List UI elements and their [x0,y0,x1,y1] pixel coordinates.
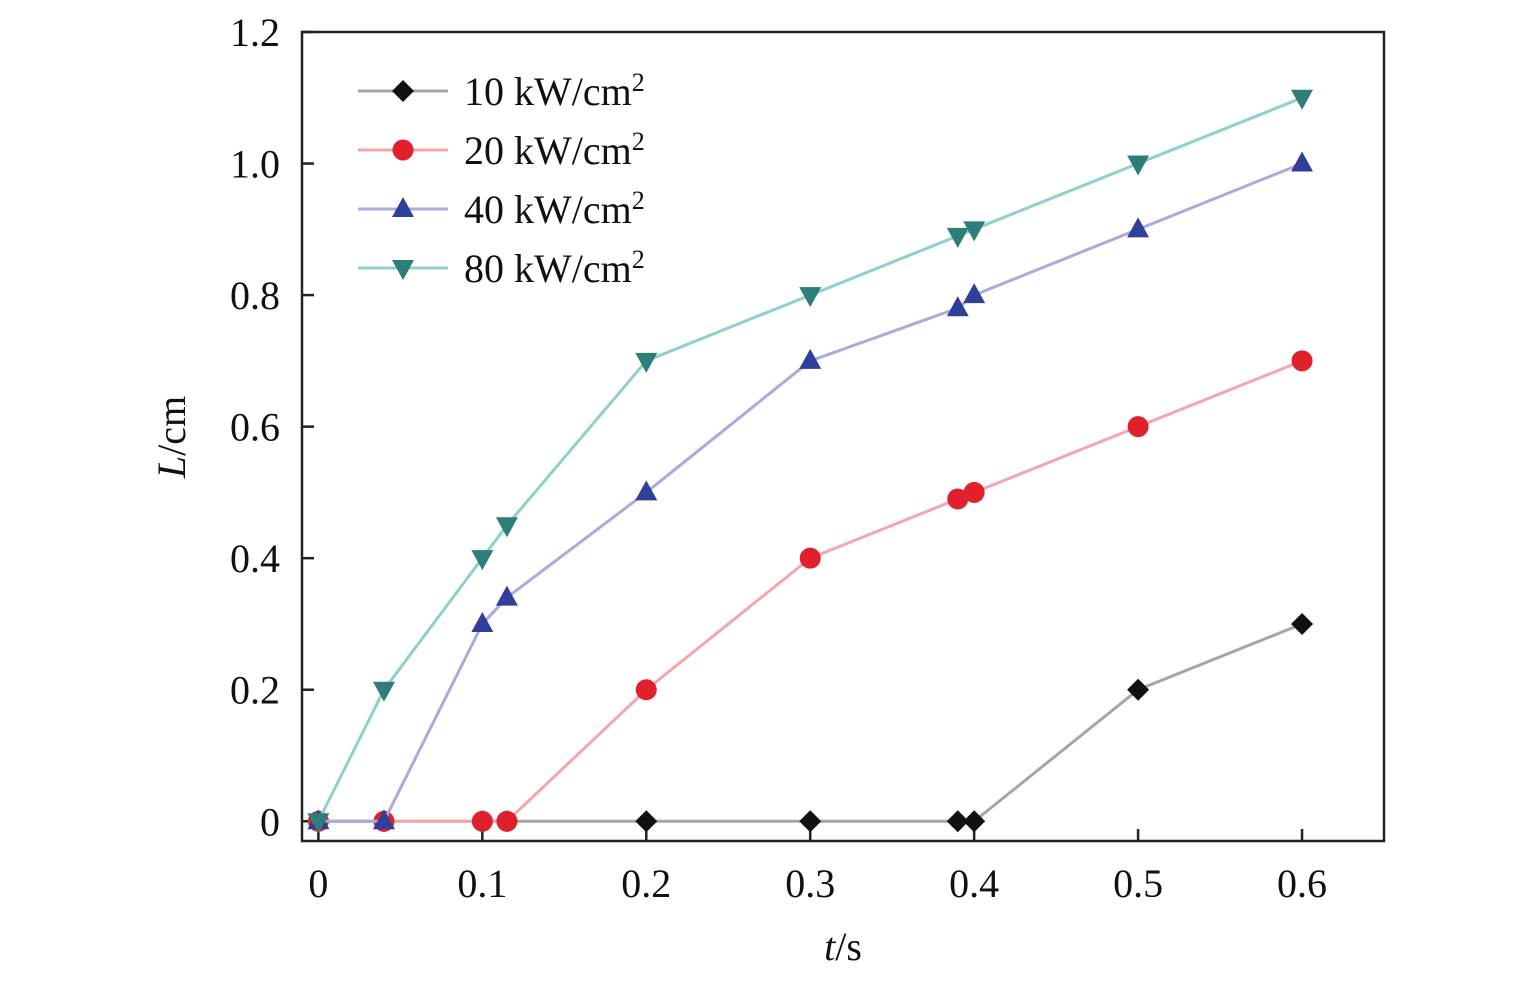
data-point [471,550,494,571]
data-point [471,810,493,832]
data-point [799,810,822,833]
series-line [318,359,1303,823]
series-line [317,96,1303,822]
legend-label-sup: 2 [632,245,645,274]
legend-label-main: 20 kW/cm [464,128,632,173]
y-tick-label: 0.4 [230,536,280,581]
legend-label-main: 10 kW/cm [464,69,632,114]
series-layer [307,89,1314,834]
y-axis-ticks: 0 0.2 0.4 0.6 0.8 1.0 1.2 [230,10,314,844]
data-point [963,283,986,304]
legend-label: 10 kW/cm2 [464,68,645,114]
data-point [635,810,658,833]
legend-marker [392,197,414,217]
data-point [1291,89,1314,110]
y-tick-label: 1.0 [230,142,280,187]
legend-label-main: 40 kW/cm [464,187,632,232]
data-point [946,227,969,248]
data-point [946,296,969,317]
data-point [471,611,494,632]
legend-marker [392,139,414,161]
data-point [1127,416,1149,438]
legend-label: 20 kW/cm2 [464,127,645,173]
data-point [635,480,658,501]
legend-label-sup: 2 [632,186,645,215]
series-4 [307,89,1314,834]
legend-marker [392,80,414,102]
legend-label-sup: 2 [632,127,645,156]
plot-frame [300,30,1386,843]
data-point [963,481,985,503]
data-point [496,810,518,832]
x-tick-label: 0.3 [785,861,835,906]
x-tick-label: 0 [308,861,328,906]
legend-label-sup: 2 [632,68,645,97]
y-tick-label: 0.2 [230,668,280,713]
y-tick-label: 1.2 [230,10,280,55]
data-point [963,221,986,242]
y-tick-label: 0.8 [230,273,280,318]
data-point [947,488,969,510]
data-point [372,809,395,830]
legend-marker [392,260,414,280]
series-line [318,162,1303,823]
data-point [799,348,822,369]
data-point [1127,678,1150,701]
data-point [1291,612,1314,635]
series-3 [307,151,1314,830]
data-point [1291,350,1313,372]
y-tick-label: 0 [260,799,280,844]
legend-entry: 20 kW/cm2 [358,127,645,173]
data-point [635,679,657,701]
legend-entry: 40 kW/cm2 [358,186,645,232]
legend-entry: 10 kW/cm2 [358,68,645,114]
data-point [963,810,986,833]
data-point [495,585,518,606]
legend-label-main: 80 kW/cm [464,246,632,291]
data-point [372,681,395,702]
data-point [1127,155,1150,176]
data-point [495,517,518,538]
x-tick-label: 0.6 [1277,861,1327,906]
data-point [1291,151,1314,172]
data-point [635,352,658,373]
legend-label: 80 kW/cm2 [464,245,645,291]
x-tick-label: 0.1 [457,861,507,906]
legend-label: 40 kW/cm2 [464,186,645,232]
data-point [799,287,822,308]
data-point [307,813,330,834]
legend-entry: 80 kW/cm2 [358,245,645,291]
y-tick-label: 0.6 [230,405,280,450]
x-tick-label: 0.5 [1113,861,1163,906]
data-point [1127,217,1150,238]
x-tick-label: 0.2 [621,861,671,906]
data-point [799,547,821,569]
x-axis-label: t/s [824,924,862,969]
data-point [946,810,969,833]
series-1 [307,612,1314,833]
x-tick-label: 0.4 [949,861,999,906]
x-axis-ticks: 0 0.1 0.2 0.3 0.4 0.5 0.6 [308,829,1327,906]
y-axis-label: L/cm [149,396,194,479]
